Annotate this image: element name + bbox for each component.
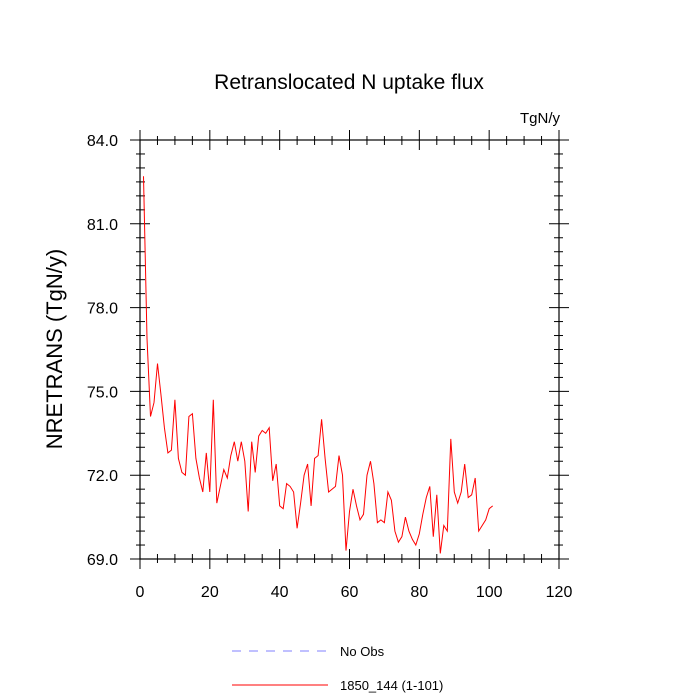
y-tick-label: 72.0 bbox=[87, 468, 118, 485]
x-tick-label: 0 bbox=[136, 584, 145, 601]
x-tick-label: 40 bbox=[271, 584, 289, 601]
y-tick-label: 81.0 bbox=[87, 217, 118, 234]
x-tick-label: 80 bbox=[410, 584, 428, 601]
plot-frame bbox=[139, 139, 560, 560]
series-line bbox=[143, 176, 494, 554]
legend-label-no-obs: No Obs bbox=[340, 644, 385, 659]
series-layer bbox=[143, 176, 494, 554]
y-tick-label: 78.0 bbox=[87, 301, 118, 318]
tick-labels: 0 20 40 60 80 100 120 69.0 72.0 75.0 78.0 81.0 84.0 bbox=[87, 133, 573, 601]
chart-title: Retranslocated N uptake flux bbox=[214, 71, 484, 94]
x-tick-label: 100 bbox=[476, 584, 503, 601]
legend: No Obs 1850_144 (1-101) bbox=[232, 644, 443, 693]
x-tick-label: 120 bbox=[546, 584, 573, 601]
y-tick-label: 75.0 bbox=[87, 384, 118, 401]
x-tick-label: 20 bbox=[201, 584, 219, 601]
y-tick-label: 84.0 bbox=[87, 133, 118, 150]
y-tick-label: 69.0 bbox=[87, 552, 118, 569]
units-label: TgN/y bbox=[520, 110, 561, 127]
x-tick-label: 60 bbox=[341, 584, 359, 601]
y-axis-label: NRETRANS (TgN/y) bbox=[42, 249, 67, 449]
legend-label-series: 1850_144 (1-101) bbox=[340, 678, 443, 693]
axis-ticks bbox=[130, 130, 569, 569]
